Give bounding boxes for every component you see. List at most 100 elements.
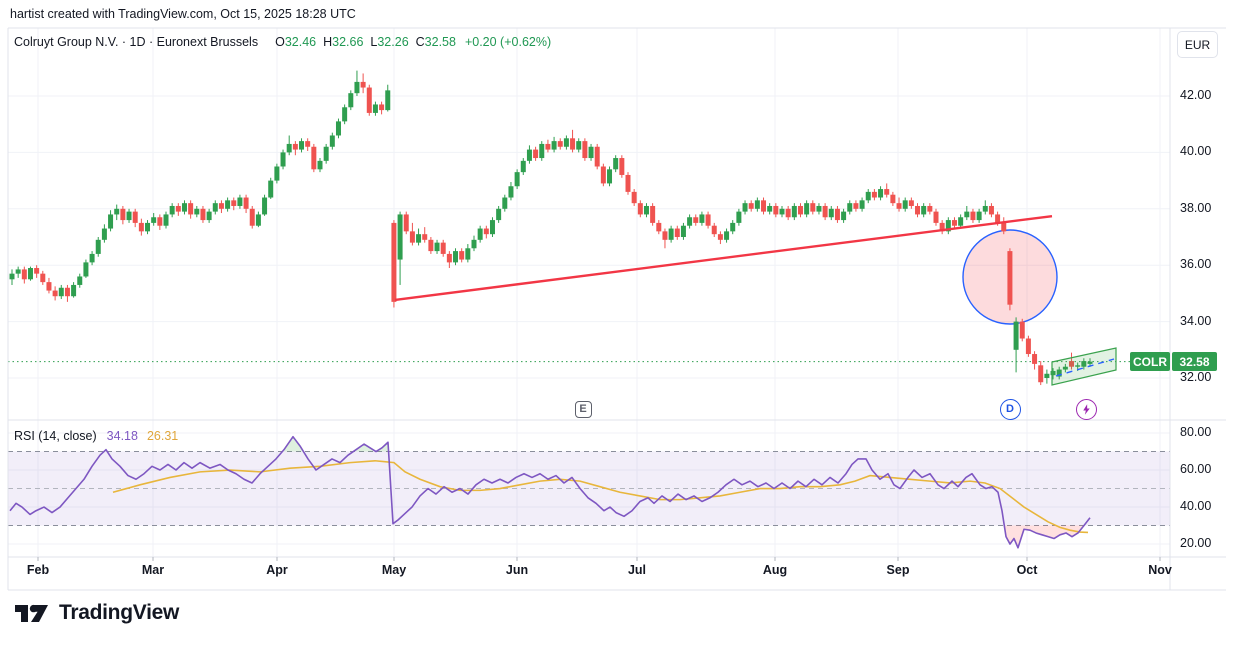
candle-body — [828, 208, 834, 218]
last-price-badge: 32.58 — [1172, 352, 1217, 371]
candle-body — [520, 160, 526, 173]
candle-body — [557, 141, 563, 147]
open-value: 32.46 — [284, 35, 317, 49]
candle-body — [915, 205, 921, 215]
candle-body — [724, 231, 730, 240]
candle-body — [687, 217, 693, 226]
candle-body — [841, 211, 847, 221]
candle-body — [668, 228, 674, 240]
rsi-legend[interactable]: RSI (14, close) 34.18 26.31 — [14, 429, 178, 443]
candle-body — [859, 200, 865, 209]
rsi-line — [9, 435, 1091, 549]
month-label-sep: Sep — [886, 563, 910, 577]
candle-body — [157, 217, 163, 226]
candle-body — [773, 205, 779, 215]
symbol-legend[interactable]: Colruyt Group N.V. · 1D · Euronext Bruss… — [14, 35, 551, 49]
candle-body — [188, 203, 194, 215]
candle-body — [465, 248, 471, 260]
candle-body — [717, 234, 723, 240]
candle-body — [126, 211, 132, 221]
candle-body — [742, 203, 748, 212]
channel-annotation[interactable] — [1051, 347, 1117, 386]
candle-body — [871, 191, 877, 198]
candle-body — [489, 220, 495, 235]
candle-body — [631, 191, 637, 204]
candle-body — [163, 214, 169, 226]
candle-body — [576, 141, 582, 150]
candle-body — [933, 211, 939, 223]
candle-body — [206, 211, 212, 221]
candle-body — [853, 203, 859, 209]
candle-body — [822, 205, 828, 218]
dividend-marker[interactable]: D — [999, 398, 1021, 420]
candle-body — [52, 290, 58, 297]
candle-body — [409, 231, 415, 243]
candle-body — [434, 242, 440, 252]
candle-body — [397, 214, 403, 260]
candle-body — [231, 200, 237, 206]
price-axis-label: 36.00 — [1180, 257, 1212, 271]
candle-body — [459, 251, 465, 260]
candle-body — [1019, 321, 1025, 339]
candle-body — [748, 203, 754, 209]
candle-body — [643, 205, 649, 215]
candle-body — [268, 180, 274, 198]
candle-body — [680, 225, 686, 237]
candle-body — [403, 214, 409, 232]
candle-body — [650, 205, 656, 223]
candle-body — [372, 104, 378, 113]
candle-body — [637, 203, 643, 215]
candle-body — [27, 268, 33, 280]
candle-body — [175, 205, 181, 212]
price-axis-label: 32.00 — [1180, 370, 1212, 384]
candle-body — [360, 81, 366, 88]
candle-body — [194, 208, 200, 215]
candle-body — [927, 205, 933, 212]
ticker-badge: COLR — [1130, 352, 1170, 371]
candle-body — [237, 197, 243, 206]
candle-body — [711, 225, 717, 235]
candle-body — [1044, 373, 1050, 378]
candle-body — [422, 234, 428, 240]
candle-body — [145, 222, 151, 232]
month-label-jul: Jul — [627, 563, 647, 577]
candle-body — [1013, 321, 1019, 350]
month-label-feb: Feb — [26, 563, 50, 577]
candle-body — [181, 203, 187, 212]
trendline-annotation[interactable] — [394, 214, 1053, 302]
candle-body — [114, 208, 120, 215]
candle-body — [890, 194, 896, 204]
candle-body — [662, 231, 668, 240]
rsi-oversold-fill — [1004, 525, 1084, 548]
price-axis-label: 42.00 — [1180, 88, 1212, 102]
earnings-marker[interactable]: E — [574, 400, 592, 418]
candle-body — [964, 211, 970, 218]
candle-body — [1007, 251, 1013, 305]
candle-body — [693, 217, 699, 223]
rsi-ma-line — [112, 459, 1089, 534]
candles-layer — [9, 70, 1093, 386]
candle-body — [730, 222, 736, 232]
candle-body — [514, 172, 520, 187]
candle-body — [619, 158, 625, 175]
candle-body — [21, 269, 27, 280]
candle-body — [95, 239, 101, 254]
candle-body — [625, 174, 631, 192]
candle-body — [77, 276, 83, 285]
high-value: 32.66 — [332, 35, 364, 49]
candle-body — [539, 143, 545, 159]
chart-attribution: hartist created with TradingView.com, Oc… — [10, 7, 356, 21]
candle-body — [212, 203, 218, 212]
candle-body — [791, 205, 797, 218]
candle-body — [335, 121, 341, 136]
price-axis-label: 40.00 — [1180, 144, 1212, 158]
candle-body — [471, 239, 477, 249]
candle-body — [101, 228, 107, 240]
candle-body — [286, 143, 292, 153]
candle-body — [1075, 365, 1081, 367]
flash-marker[interactable] — [1075, 398, 1097, 420]
currency-button[interactable]: EUR — [1177, 31, 1218, 58]
candle-body — [138, 222, 144, 232]
candle-body — [132, 211, 138, 223]
